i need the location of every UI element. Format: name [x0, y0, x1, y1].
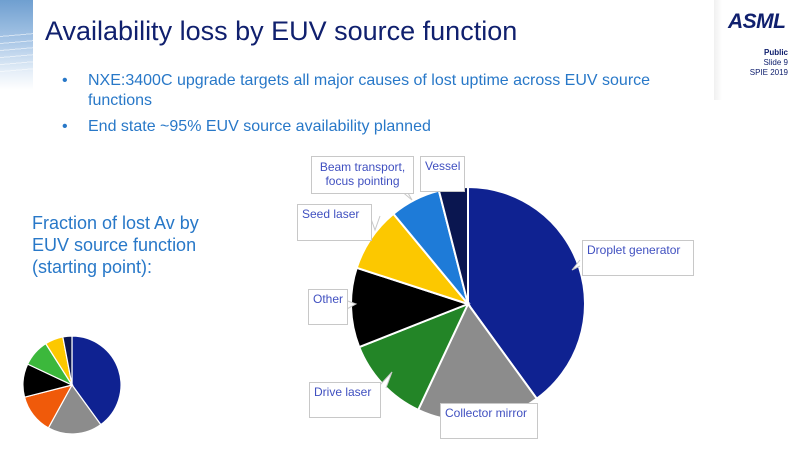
- event-label: SPIE 2019: [749, 68, 788, 77]
- page-title: Availability loss by EUV source function: [45, 16, 518, 46]
- corner-decoration: [0, 0, 33, 90]
- main-pie-chart: [350, 185, 586, 422]
- callout-seed-laser: Seed laser: [297, 204, 372, 241]
- callout-droplet-generator: Droplet generator: [582, 240, 694, 276]
- pie-slice-vessel: [62, 335, 73, 386]
- asml-logo: ASML: [728, 10, 786, 33]
- header-divider: [714, 0, 722, 100]
- callout-drive-laser: Drive laser: [309, 382, 381, 418]
- callout-vessel: Vessel: [420, 156, 465, 192]
- small-pie-caption: Fraction of lost Av by EUV source functi…: [32, 213, 199, 277]
- pie-slice-droplet-generator: [467, 185, 586, 401]
- callout-collector-mirror: Collector mirror: [440, 403, 538, 439]
- pie-slice-collector-mirror: [47, 383, 102, 435]
- pie-slice-other: [350, 266, 471, 349]
- classification-label: Public: [763, 48, 788, 57]
- bullet-item: NXE:3400C upgrade targets all major caus…: [62, 71, 682, 111]
- bullet-item: End state ~95% EUV source availability p…: [62, 117, 682, 137]
- pie-slice-droplet-generator: [71, 335, 122, 426]
- callout-other: Other: [308, 289, 348, 325]
- slide-number: Slide 9: [763, 58, 788, 67]
- bullet-list: NXE:3400C upgrade targets all major caus…: [62, 71, 682, 143]
- callout-beam-transport: Beam transport, focus pointing: [311, 156, 414, 194]
- slide-meta: Public Slide 9 SPIE 2019: [750, 48, 788, 78]
- starting-point-pie-chart: [22, 335, 122, 435]
